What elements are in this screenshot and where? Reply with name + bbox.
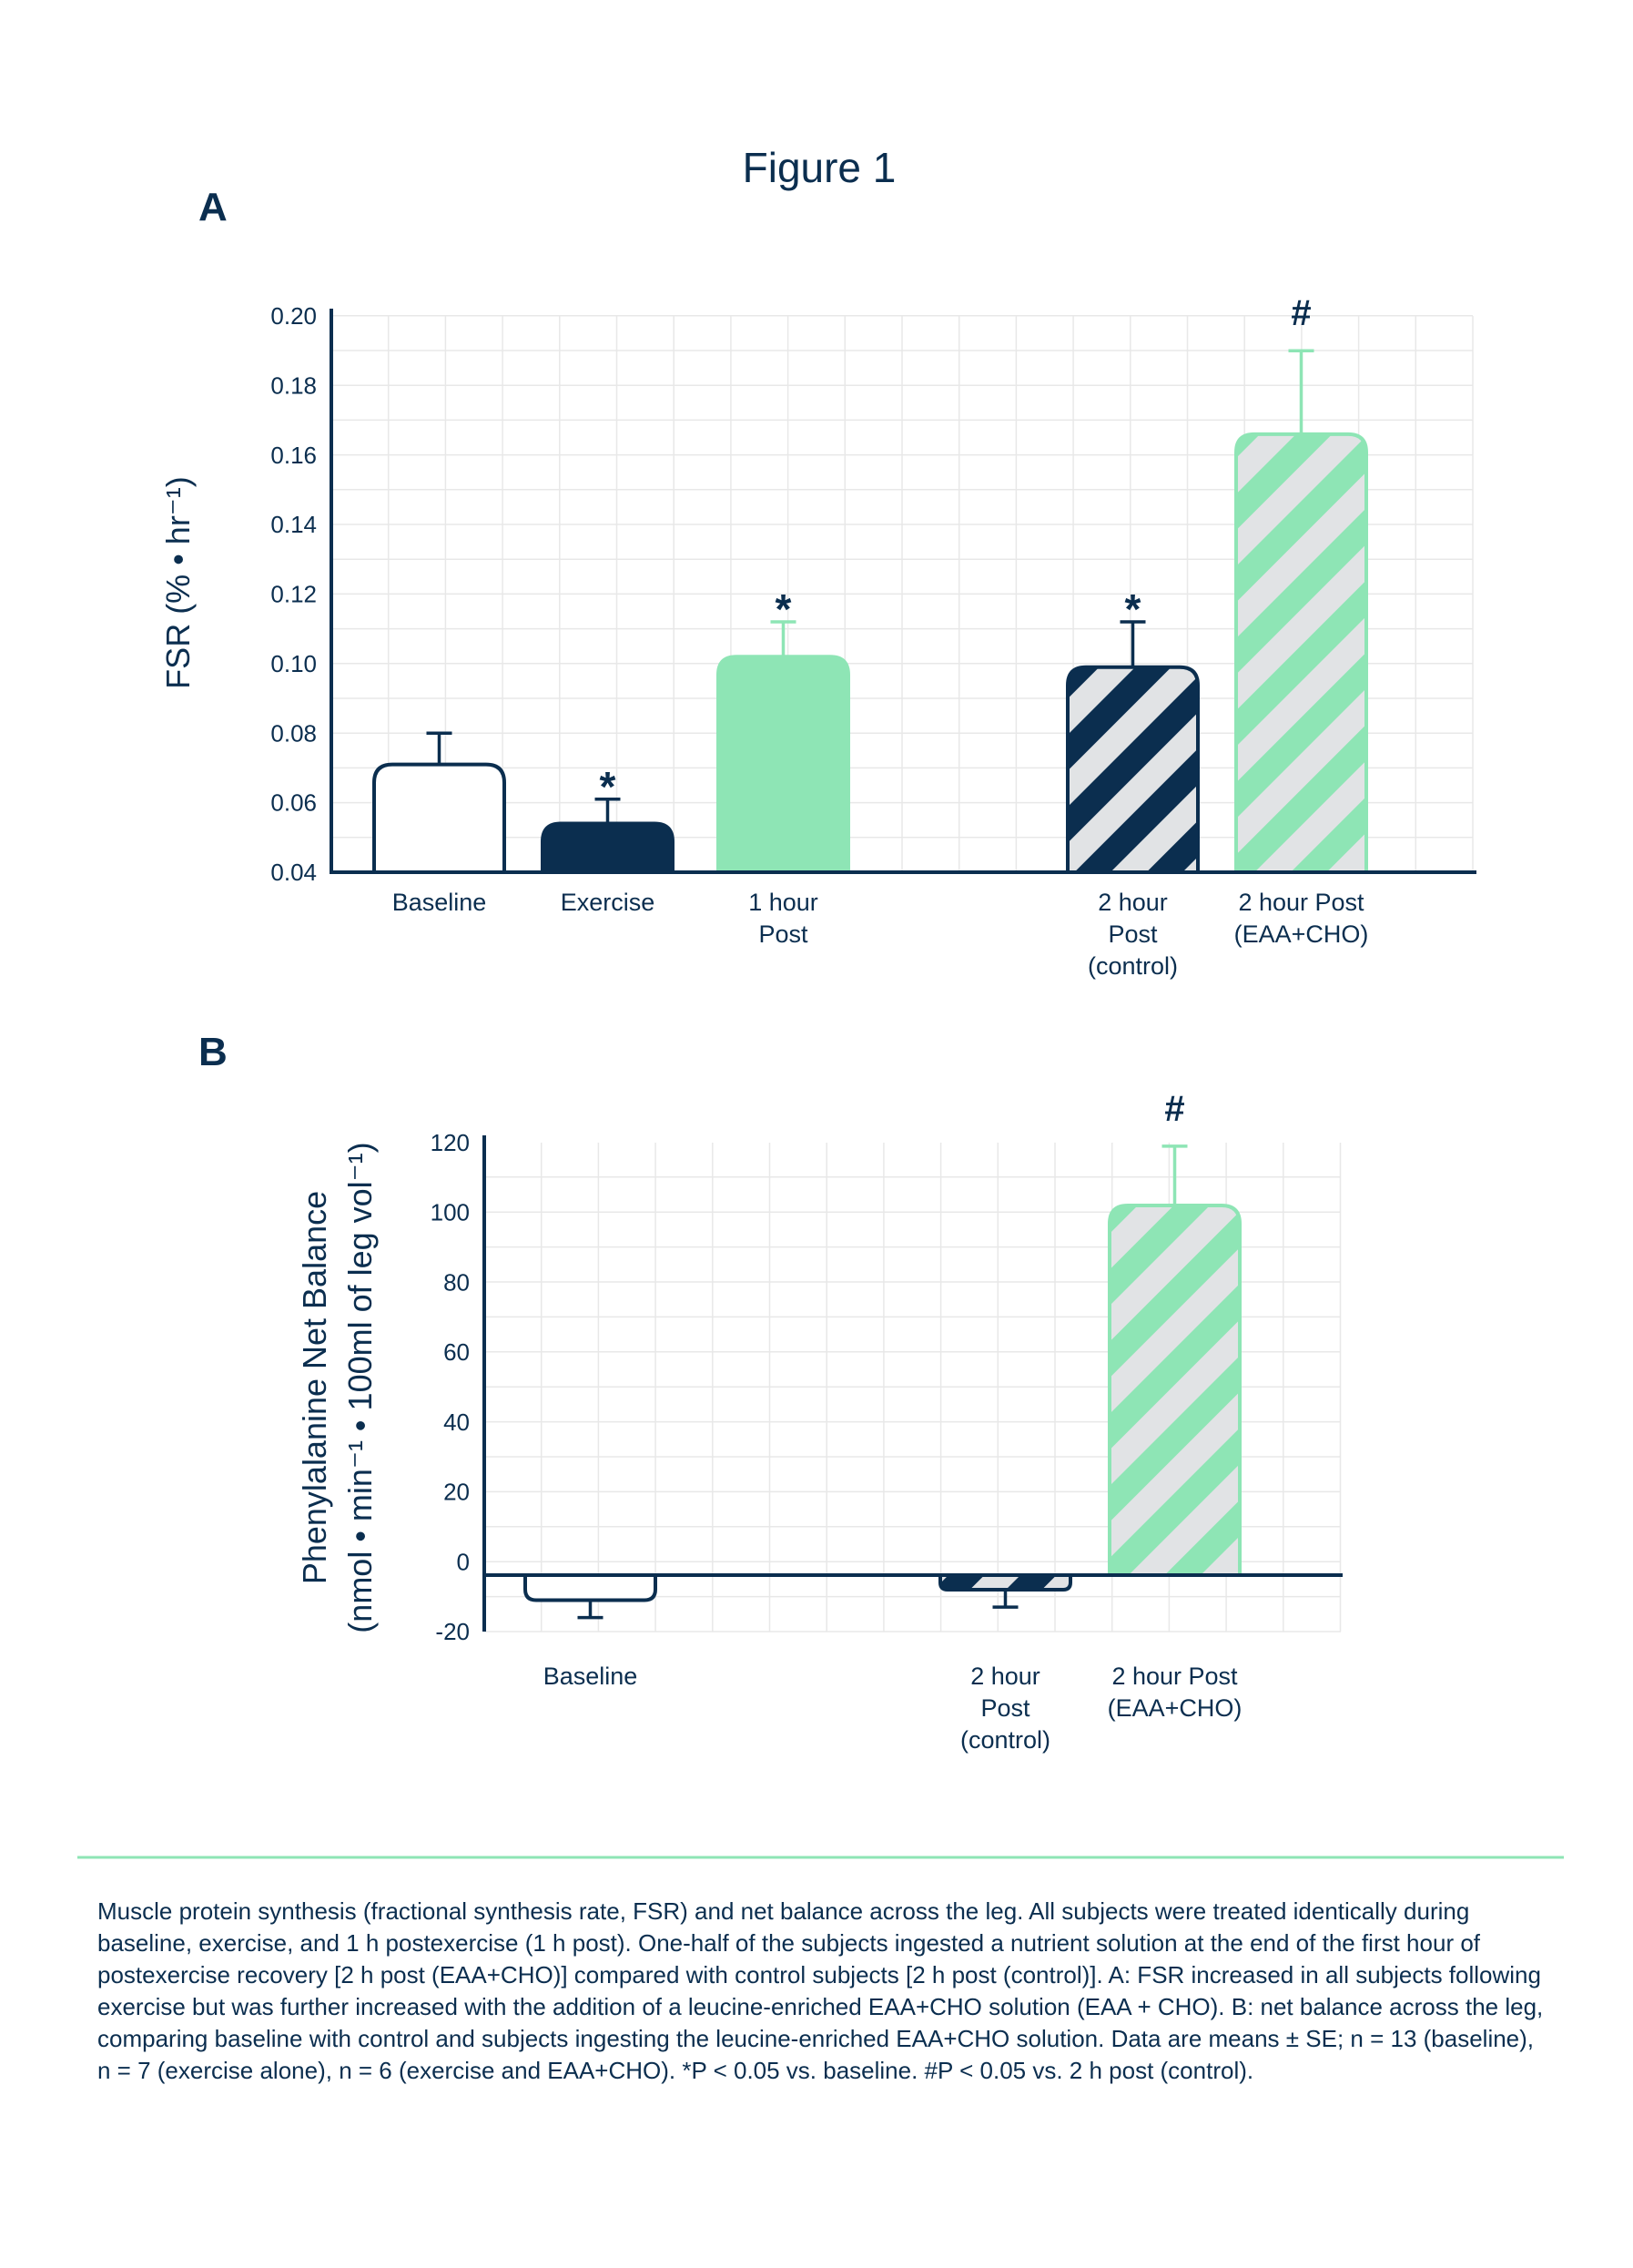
- y-tick-label: 0.18: [270, 371, 317, 399]
- x-category-label: (EAA+CHO): [1108, 1694, 1242, 1722]
- panel-a-letter: A: [198, 185, 228, 229]
- x-category-label: Post: [1108, 920, 1158, 948]
- bar: [372, 762, 506, 872]
- y-tick-label: 0.04: [270, 859, 317, 886]
- significance-mark: *: [776, 585, 792, 633]
- y-tick-label: 0.06: [270, 789, 317, 817]
- y-tick-label: 80: [443, 1268, 470, 1296]
- x-category-label: 2 hour Post: [1111, 1663, 1238, 1690]
- y-tick-label: 100: [431, 1199, 470, 1226]
- x-category-label: Post: [758, 920, 808, 948]
- y-tick-label: 0.16: [270, 442, 317, 469]
- y-axis-title: (nmol • min⁻¹ • 100ml of leg vol⁻¹): [341, 1142, 379, 1632]
- y-tick-label: 20: [443, 1479, 470, 1506]
- bar: [1066, 665, 1200, 872]
- bar: [716, 655, 850, 872]
- y-tick-label: 40: [443, 1409, 470, 1436]
- y-tick-label: -20: [435, 1618, 470, 1645]
- bar: [1234, 432, 1368, 872]
- y-tick-label: 60: [443, 1338, 470, 1366]
- significance-mark: #: [1291, 293, 1311, 333]
- y-tick-label: 0.08: [270, 719, 317, 747]
- x-category-label: 2 hour: [1098, 889, 1168, 916]
- x-category-label: Baseline: [392, 889, 487, 916]
- y-tick-label: 0.10: [270, 650, 317, 677]
- x-category-label: Post: [980, 1694, 1030, 1722]
- bar: [523, 1575, 657, 1602]
- panel-b-letter: B: [198, 1030, 228, 1074]
- bar: [541, 821, 674, 872]
- y-tick-label: 0.12: [270, 581, 317, 608]
- significance-mark: #: [1164, 1089, 1184, 1129]
- x-category-label: Exercise: [561, 889, 655, 916]
- panel-b-chart: 120 100 80 60 40 20 0 -20 Phenylalanine Net Bala…: [296, 1089, 1343, 1754]
- x-category-label: (EAA+CHO): [1234, 920, 1369, 948]
- y-tick-label: 0.14: [270, 511, 317, 538]
- y-tick-label: 0: [457, 1548, 470, 1575]
- bar: [1108, 1204, 1242, 1575]
- x-category-label: 2 hour: [970, 1663, 1040, 1690]
- y-tick-label: 0.20: [270, 302, 317, 330]
- significance-mark: *: [1125, 585, 1141, 633]
- x-category-label: 1 hour: [748, 889, 818, 916]
- x-category-label: 2 hour Post: [1238, 889, 1364, 916]
- y-tick-label: 120: [431, 1129, 470, 1156]
- x-category-label: Baseline: [543, 1663, 638, 1690]
- figure-title: Figure 1: [743, 144, 897, 191]
- y-axis-title: FSR (% • hr⁻¹): [159, 476, 197, 689]
- bar: [938, 1575, 1072, 1592]
- panel-a-chart: 0.20 0.18 0.16 0.14 0.12 0.10 0.08 0.06 0.04 FSR …: [159, 293, 1476, 980]
- significance-mark: *: [600, 763, 616, 810]
- x-category-label: (control): [960, 1726, 1050, 1754]
- x-category-label: (control): [1088, 952, 1178, 980]
- figure-caption: Muscle protein synthesis (fractional syn…: [97, 1897, 1544, 2084]
- y-axis-title: Phenylalanine Net Balance: [296, 1191, 333, 1584]
